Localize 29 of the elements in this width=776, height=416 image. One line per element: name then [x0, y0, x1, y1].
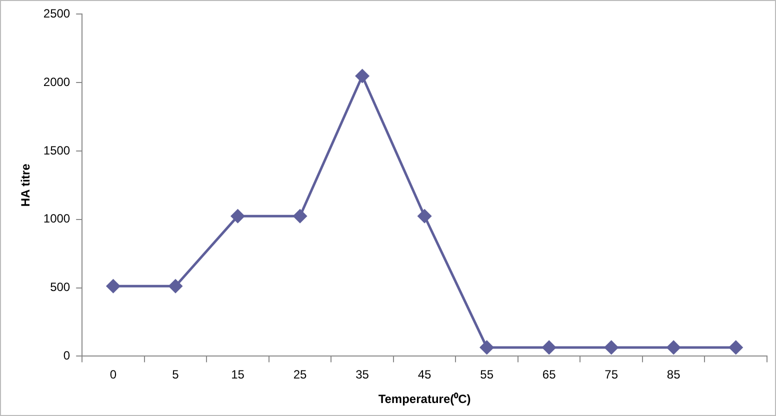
point [293, 209, 307, 223]
y-tick-label: 500 [50, 280, 70, 294]
point [106, 279, 120, 293]
y-axis-title: HA titre [18, 163, 33, 207]
y-tick-label: 1000 [43, 212, 70, 226]
x-tick-label: 5 [172, 368, 180, 382]
x-tick-label: 55 [480, 368, 494, 382]
point [356, 69, 370, 83]
point [418, 209, 432, 223]
x-tick-label: 35 [356, 368, 370, 382]
x-axis-title: Temperature(⁰C) [378, 392, 471, 406]
x-tick-label: 65 [542, 368, 556, 382]
point [542, 340, 556, 354]
point [729, 340, 743, 354]
x-tick-label: 15 [231, 368, 245, 382]
x-tick-label: 45 [418, 368, 432, 382]
point [604, 340, 618, 354]
point [666, 340, 680, 354]
point [168, 279, 182, 293]
x-tick-label: 75 [604, 368, 618, 382]
x-tick-label: 25 [293, 368, 308, 382]
point [480, 340, 494, 354]
y-tick-label: 1500 [43, 143, 70, 158]
point [231, 209, 245, 223]
x-tick-label: 85 [666, 368, 681, 382]
y-tick-label: 2500 [43, 6, 70, 21]
x-tick-label: 0 [110, 368, 117, 382]
y-tick-label: 0 [63, 348, 70, 363]
y-tick-label: 2000 [43, 74, 70, 89]
